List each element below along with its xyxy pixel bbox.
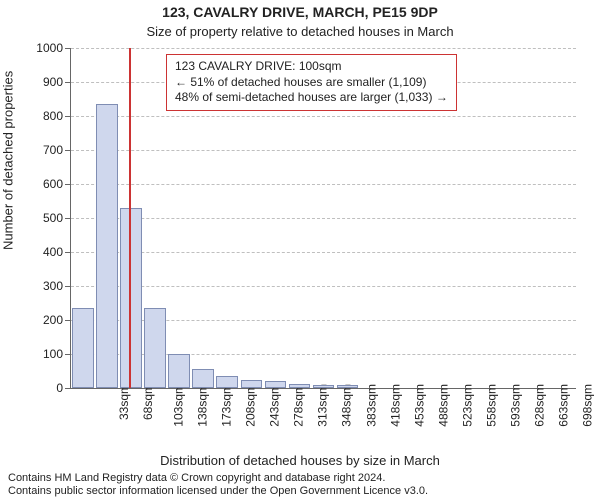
gridline-h <box>71 116 576 117</box>
x-tick-label: 348sqm <box>340 384 354 427</box>
histogram-bar <box>72 308 94 388</box>
y-tick-label: 900 <box>43 75 63 89</box>
x-tick-label: 313sqm <box>316 384 330 427</box>
gridline-h <box>71 48 576 49</box>
y-tick <box>65 388 71 389</box>
chart-title: 123, CAVALRY DRIVE, MARCH, PE15 9DP <box>0 4 600 20</box>
y-tick-label: 800 <box>43 109 63 123</box>
x-tick-label: 68sqm <box>141 384 155 420</box>
x-tick-label: 558sqm <box>484 384 498 427</box>
histogram-bar <box>168 354 190 388</box>
info-box: 123 CAVALRY DRIVE: 100sqm← 51% of detach… <box>166 54 457 111</box>
y-tick <box>65 354 71 355</box>
y-tick-label: 600 <box>43 177 63 191</box>
x-tick-label: 593sqm <box>508 384 522 427</box>
histogram-bar <box>337 385 359 388</box>
histogram-bar <box>216 376 238 388</box>
x-tick-label: 208sqm <box>244 384 258 427</box>
y-tick-label: 0 <box>56 381 63 395</box>
gridline-h <box>71 252 576 253</box>
marker-line <box>129 48 131 388</box>
histogram-bar <box>144 308 166 388</box>
x-tick-label: 523sqm <box>460 384 474 427</box>
histogram-bar <box>313 385 335 388</box>
y-axis-label: Number of detached properties <box>1 71 16 250</box>
y-tick <box>65 286 71 287</box>
y-tick <box>65 116 71 117</box>
footer-line-1: Contains HM Land Registry data © Crown c… <box>8 472 592 485</box>
y-tick <box>65 150 71 151</box>
histogram-bar <box>192 369 214 388</box>
x-tick-label: 243sqm <box>268 384 282 427</box>
x-tick-label: 33sqm <box>117 384 131 420</box>
y-tick-label: 400 <box>43 245 63 259</box>
footer-attribution: Contains HM Land Registry data © Crown c… <box>8 472 592 498</box>
x-tick-label: 488sqm <box>436 384 450 427</box>
chart-subtitle: Size of property relative to detached ho… <box>0 24 600 39</box>
x-tick-label: 173sqm <box>220 384 234 427</box>
y-tick-label: 100 <box>43 347 63 361</box>
y-tick-label: 1000 <box>36 41 63 55</box>
y-tick <box>65 218 71 219</box>
y-tick-label: 500 <box>43 211 63 225</box>
y-tick-label: 200 <box>43 313 63 327</box>
gridline-h <box>71 218 576 219</box>
x-tick-label: 698sqm <box>581 384 595 427</box>
histogram-bar <box>120 208 142 388</box>
footer-line-2: Contains public sector information licen… <box>8 485 592 498</box>
gridline-h <box>71 150 576 151</box>
x-tick-label: 103sqm <box>172 384 186 427</box>
histogram-bar <box>289 384 311 388</box>
gridline-h <box>71 286 576 287</box>
info-box-line: ← 51% of detached houses are smaller (1,… <box>175 75 448 91</box>
y-tick-label: 700 <box>43 143 63 157</box>
plot-area: 0100200300400500600700800900100033sqm68s… <box>70 48 576 389</box>
y-tick <box>65 82 71 83</box>
histogram-bar <box>241 380 263 389</box>
x-tick-label: 138sqm <box>196 384 210 427</box>
y-tick <box>65 320 71 321</box>
x-tick-label: 278sqm <box>292 384 306 427</box>
histogram-bar <box>265 381 287 388</box>
x-tick-label: 453sqm <box>412 384 426 427</box>
y-tick <box>65 48 71 49</box>
gridline-h <box>71 184 576 185</box>
x-tick-label: 418sqm <box>388 384 402 427</box>
y-tick <box>65 184 71 185</box>
y-tick-label: 300 <box>43 279 63 293</box>
x-axis-label: Distribution of detached houses by size … <box>0 453 600 468</box>
histogram-bar <box>96 104 118 388</box>
x-tick-label: 628sqm <box>533 384 547 427</box>
y-tick <box>65 252 71 253</box>
info-box-line: 48% of semi-detached houses are larger (… <box>175 90 448 106</box>
x-tick-label: 663sqm <box>557 384 571 427</box>
x-tick-label: 383sqm <box>364 384 378 427</box>
info-box-line: 123 CAVALRY DRIVE: 100sqm <box>175 59 448 75</box>
